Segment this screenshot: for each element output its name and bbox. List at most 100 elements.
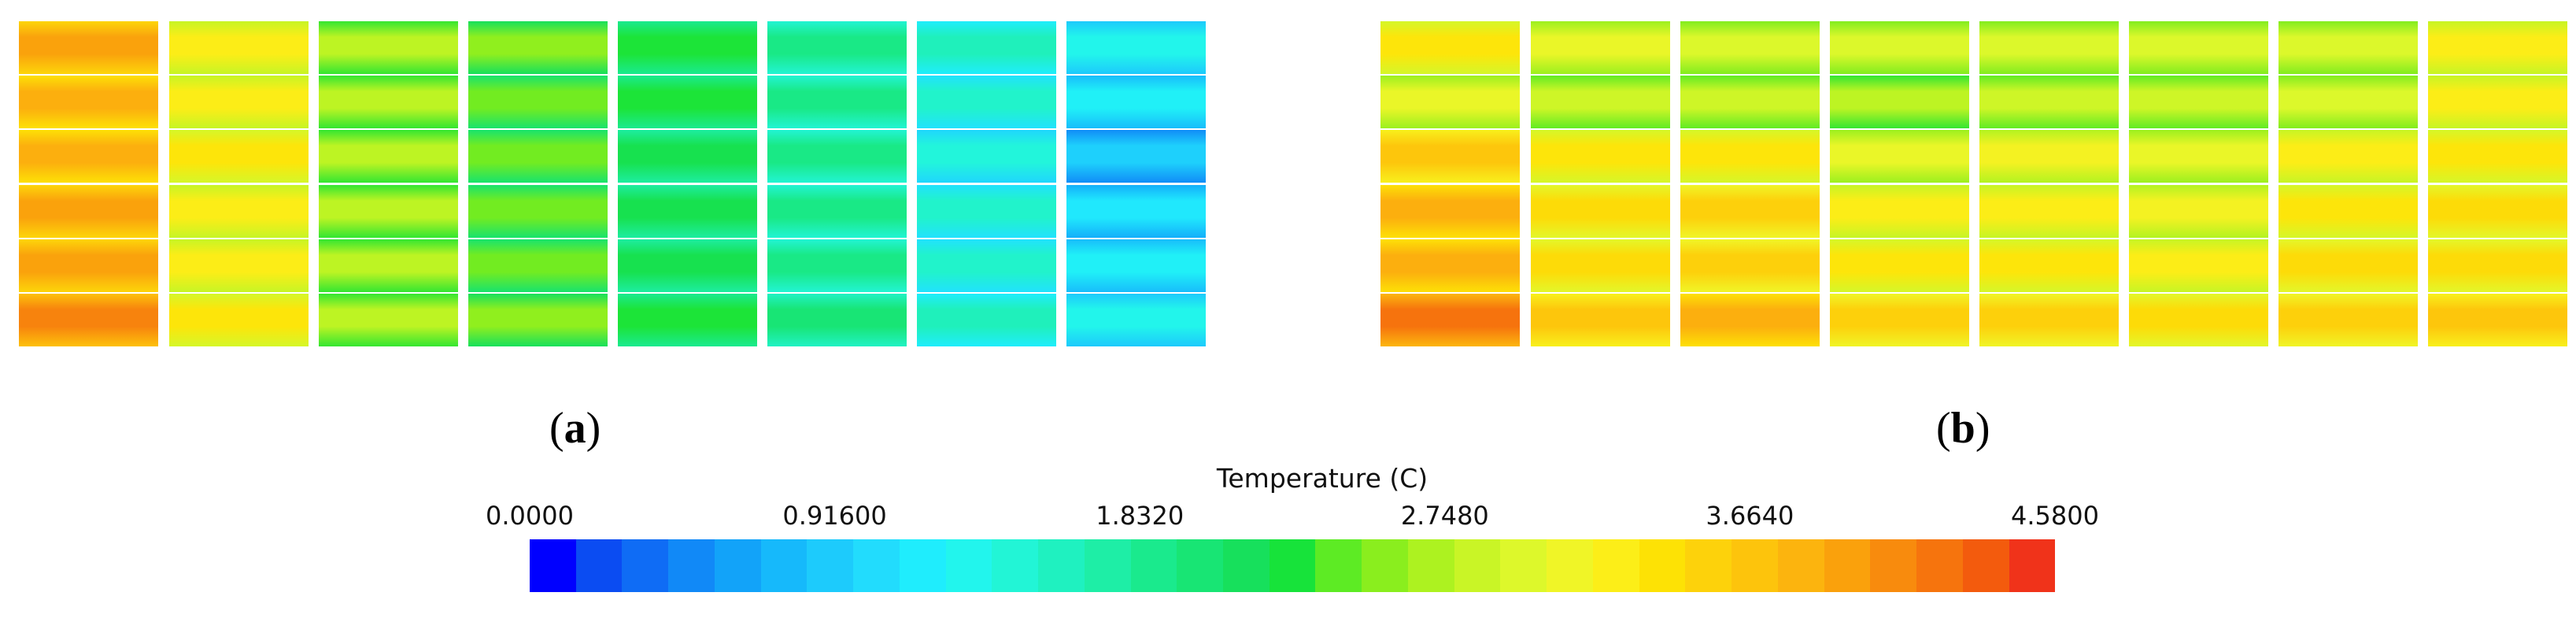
battery-cell (169, 76, 309, 128)
battery-cell (618, 130, 757, 183)
battery-cell (1380, 76, 1520, 128)
battery-cell (1380, 185, 1520, 238)
battery-cell (618, 185, 757, 238)
battery-cell (19, 76, 158, 128)
battery-cell (19, 294, 158, 346)
battery-cell (1830, 239, 1969, 292)
battery-cell (1531, 185, 1670, 238)
caption-letter: b (1950, 404, 1975, 453)
battery-cell (1380, 294, 1520, 346)
battery-cell (2129, 294, 2268, 346)
battery-cell (618, 239, 757, 292)
colorbar-tick-label: 2.7480 (1400, 501, 1489, 531)
cell-column (2129, 21, 2268, 347)
colorbar-swatch (575, 539, 623, 592)
battery-cell (1979, 239, 2119, 292)
battery-cell (19, 21, 158, 74)
colorbar-swatch (1177, 539, 1224, 592)
cell-column (1979, 21, 2119, 347)
cell-column (169, 21, 309, 347)
battery-cell (1531, 294, 1670, 346)
battery-cell (1066, 21, 1206, 74)
battery-cell (1680, 21, 1820, 74)
battery-cell (767, 130, 907, 183)
battery-cell (2428, 239, 2567, 292)
battery-cell (468, 239, 608, 292)
battery-cell (1531, 130, 1670, 183)
colorbar-swatch (1315, 539, 1362, 592)
cell-column (1066, 21, 1206, 347)
battery-cell (2129, 76, 2268, 128)
battery-cell (2129, 21, 2268, 74)
caption-close-paren: ) (586, 404, 601, 453)
caption-close-paren: ) (1975, 404, 1990, 453)
colorbar-swatch (899, 539, 946, 592)
colorbar-swatch (1824, 539, 1871, 592)
cell-column (917, 21, 1056, 347)
battery-cell (1680, 294, 1820, 346)
panel-b-caption: (b) (1936, 403, 1990, 454)
colorbar-swatch (1407, 539, 1454, 592)
caption-letter: a (564, 404, 586, 453)
battery-cell (1066, 239, 1206, 292)
battery-cell (1830, 294, 1969, 346)
battery-cell (618, 21, 757, 74)
battery-cell (1680, 185, 1820, 238)
colorbar-swatch (1777, 539, 1824, 592)
battery-cell (2428, 185, 2567, 238)
colorbar-swatch (1685, 539, 1732, 592)
battery-cell (2428, 130, 2567, 183)
battery-cell (2129, 239, 2268, 292)
battery-cell (618, 76, 757, 128)
battery-cell (319, 294, 458, 346)
battery-cell (917, 294, 1056, 346)
colorbar-swatch (1038, 539, 1085, 592)
battery-cell (767, 76, 907, 128)
battery-cell (1380, 21, 1520, 74)
caption-open-paren: ( (549, 404, 564, 453)
battery-cell (19, 239, 158, 292)
battery-cell (468, 21, 608, 74)
battery-cell (2278, 130, 2418, 183)
colorbar-swatch (1870, 539, 1917, 592)
temperature-colorbar (530, 539, 2056, 592)
colorbar-swatch (760, 539, 808, 592)
battery-cell (767, 294, 907, 346)
cell-column (19, 21, 158, 347)
colorbar-swatch (1454, 539, 1501, 592)
colorbar-swatch (1639, 539, 1686, 592)
battery-cell (319, 239, 458, 292)
cell-column (468, 21, 608, 347)
colorbar-swatch (1269, 539, 1316, 592)
battery-cell (468, 76, 608, 128)
colorbar-swatch (2009, 539, 2056, 592)
panel-a-caption: (a) (549, 403, 601, 454)
battery-cell (1979, 21, 2119, 74)
colorbar-swatch (1916, 539, 1963, 592)
battery-cell (1066, 294, 1206, 346)
colorbar-title: Temperature (C) (1216, 463, 1428, 494)
colorbar-swatch (992, 539, 1039, 592)
battery-cell (2129, 185, 2268, 238)
colorbar-swatch (1362, 539, 1408, 592)
battery-cell (1680, 76, 1820, 128)
battery-cell (468, 130, 608, 183)
battery-cell (169, 239, 309, 292)
battery-cell (917, 76, 1056, 128)
cell-column (1830, 21, 1969, 347)
cell-column (2428, 21, 2567, 347)
battery-cell (468, 185, 608, 238)
cell-column (1380, 21, 1520, 347)
battery-cell (169, 130, 309, 183)
colorbar-swatch (853, 539, 900, 592)
battery-cell (1830, 185, 1969, 238)
cell-column (767, 21, 907, 347)
battery-cell (2278, 76, 2418, 128)
battery-cell (767, 185, 907, 238)
colorbar-tick-label: 3.6640 (1706, 501, 1794, 531)
battery-cell (2278, 21, 2418, 74)
colorbar-swatch (1084, 539, 1131, 592)
battery-cell (1531, 21, 1670, 74)
colorbar-tick-label: 0.91600 (782, 501, 887, 531)
battery-cell (2278, 294, 2418, 346)
